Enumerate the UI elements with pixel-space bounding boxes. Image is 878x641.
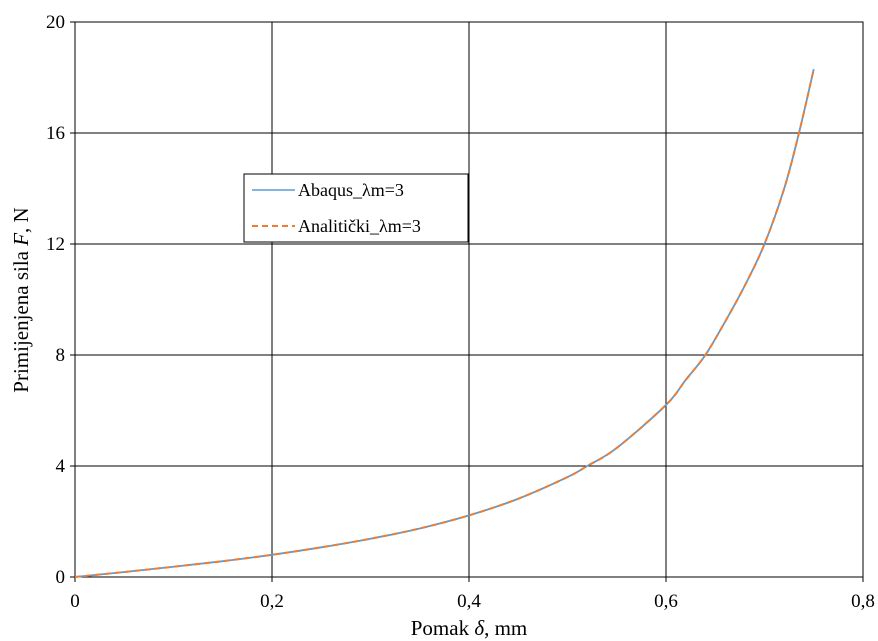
legend: Abaqus_λm=3 Analitički_λm=3	[243, 173, 469, 243]
y-tick-label: 16	[46, 123, 65, 144]
y-tick-label: 4	[56, 456, 66, 477]
x-tick-label: 0,8	[851, 591, 875, 612]
x-tick-label: 0,2	[260, 591, 284, 612]
legend-box	[243, 173, 469, 243]
legend-label-analiticki: Analitički_λm=3	[298, 216, 421, 236]
y-tick-label: 12	[46, 234, 65, 255]
x-axis-label: Pomak δ, mm	[411, 616, 528, 640]
y-axis-symbol: F	[9, 233, 33, 247]
y-tick-label: 20	[46, 12, 65, 33]
grid	[74, 21, 864, 578]
x-tick-label: 0,4	[457, 591, 481, 612]
x-axis-ticks: 0 0,2 0,4 0,6 0,8	[70, 577, 875, 612]
y-tick-label: 0	[56, 567, 66, 588]
x-tick-label: 0	[70, 591, 80, 612]
legend-label-abaqus: Abaqus_λm=3	[298, 180, 404, 200]
y-tick-label: 8	[56, 345, 66, 366]
x-tick-label: 0,6	[654, 591, 678, 612]
y-axis-label: Primijenjena sila F, N	[9, 207, 33, 392]
series-line-1	[74, 68, 815, 578]
x-axis-symbol: δ	[474, 616, 485, 640]
series-line-0	[74, 68, 815, 578]
series-lines	[74, 68, 815, 578]
y-axis-ticks: 0 4 8 12 16 20	[46, 12, 75, 588]
